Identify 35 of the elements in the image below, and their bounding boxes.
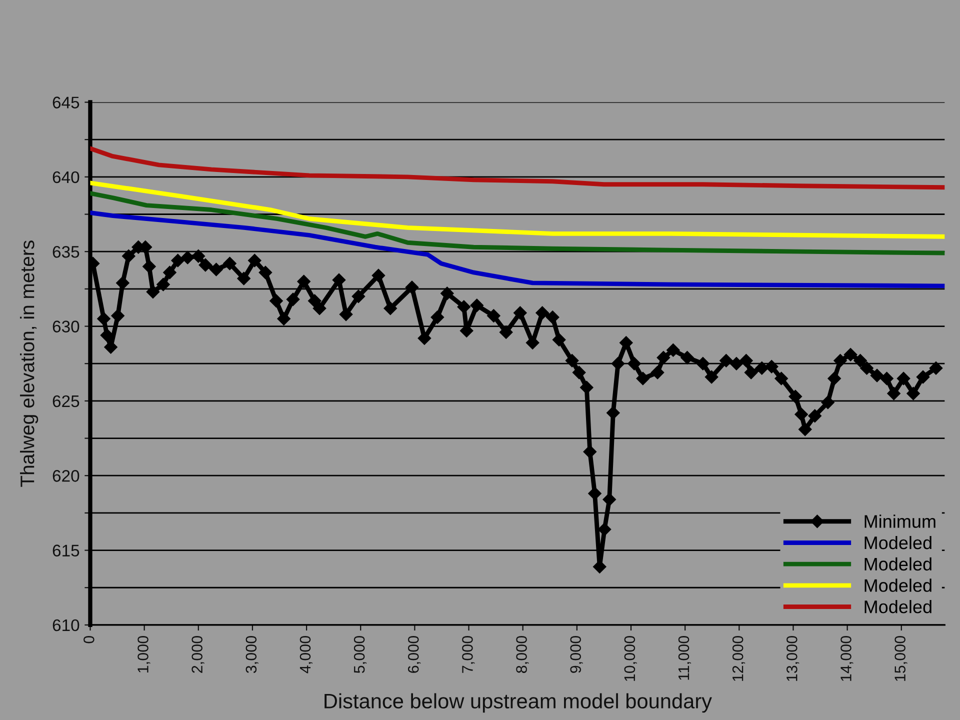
x-tick-label: 2,000 (192, 636, 204, 673)
x-tick-label: 5,000 (354, 636, 367, 673)
x-tick-label: 14,000 (840, 636, 854, 681)
legend-label: Modeled (864, 557, 932, 571)
line-series (90, 191, 945, 256)
legend-label: Modeled (864, 578, 932, 592)
y-tick-label: 640 (52, 171, 80, 184)
x-tick-label: 9,000 (570, 636, 583, 673)
x-tick-label: 6,000 (408, 636, 421, 673)
line-series (90, 146, 945, 190)
y-tick-label: 635 (52, 246, 80, 258)
y-tick-label: 630 (52, 320, 80, 332)
x-tick-label: 4,000 (300, 636, 312, 674)
y-tick-label: 610 (52, 619, 80, 632)
y-tick-label: 615 (52, 544, 80, 556)
x-tick-label: 12,000 (732, 636, 746, 681)
x-axis-title: Distance below upstream model boundary (324, 693, 712, 713)
x-tick-label: 11,000 (678, 636, 691, 680)
legend-label: Modeled (864, 536, 932, 550)
line-series (90, 210, 945, 288)
x-tick-label: 10,000 (624, 636, 637, 681)
y-tick-label: 620 (52, 470, 80, 482)
x-tick-label: 1,000 (138, 636, 150, 672)
x-tick-label: 15,000 (894, 636, 908, 681)
line-series (90, 180, 945, 239)
x-tick-label: 7,000 (462, 636, 475, 673)
legend-label: Minimum (864, 514, 936, 528)
x-tick-label: 3,000 (246, 636, 258, 674)
y-tick-label: 625 (52, 395, 80, 408)
x-tick-label: 0 (84, 636, 94, 644)
x-tick-label: 8,000 (516, 636, 529, 673)
legend-label: Modeled (864, 600, 932, 614)
y-tick-label: 645 (52, 96, 80, 108)
y-axis-title: Thalweg elevation, in meters (20, 240, 38, 487)
x-tick-label: 13,000 (786, 636, 800, 681)
